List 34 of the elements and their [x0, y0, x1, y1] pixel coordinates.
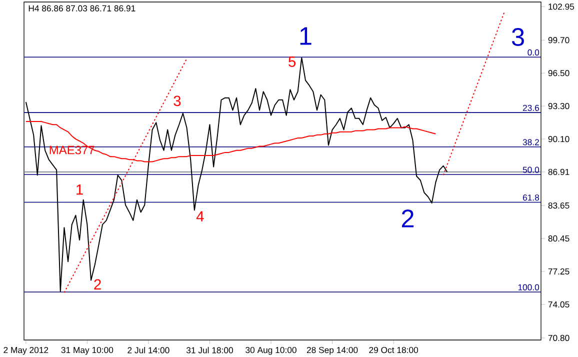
y-tick-label: 93.30	[548, 103, 570, 110]
annotation: 38.2	[522, 139, 539, 146]
y-tick-label: 77.25	[548, 268, 570, 275]
y-tick-label: 96.50	[548, 70, 570, 76]
x-tick-label: 2 Jul 14:00	[128, 346, 170, 354]
x-tick-label: 31 Jul 18:00	[186, 346, 233, 354]
y-tick-label: 86.91	[548, 168, 570, 175]
y-tick-label: 102.95	[548, 4, 574, 10]
y-tick-label: 70.80	[548, 334, 570, 342]
annotation: 4	[196, 211, 204, 222]
x-tick-label: 28 Sep 14:00	[306, 346, 358, 355]
annotation: 0.0	[528, 49, 540, 56]
y-tick-label: 83.65	[548, 202, 570, 209]
y-tick-label: 90.10	[548, 136, 570, 142]
annotation: 50.0	[522, 166, 540, 173]
annotation: 3	[512, 28, 524, 46]
annotation: 2	[402, 210, 414, 228]
x-tick-label: 30 Aug 10:00	[246, 346, 296, 355]
x-tick-label: 2 May 2012	[4, 346, 48, 355]
annotation: 5	[288, 56, 296, 67]
x-tick-label: 31 May 10:00	[61, 346, 114, 355]
annotation: 1	[76, 184, 83, 195]
annotation: 2	[94, 279, 101, 290]
annotation: 1	[300, 27, 312, 45]
y-tick-label: 74.05	[548, 301, 570, 308]
x-tick-label: 29 Oct 18:00	[369, 346, 418, 354]
y-tick-label: 80.45	[548, 235, 570, 242]
series-label: MAE377	[50, 146, 94, 154]
annotation: 3	[174, 96, 181, 106]
annotation: 61.8	[522, 194, 540, 201]
chart-title: H4 86.86 87.03 86.71 86.91	[28, 5, 136, 12]
y-tick-label: 99.70	[548, 37, 570, 44]
annotation: 100.0	[518, 284, 540, 290]
annotation: 23.6	[522, 104, 540, 111]
